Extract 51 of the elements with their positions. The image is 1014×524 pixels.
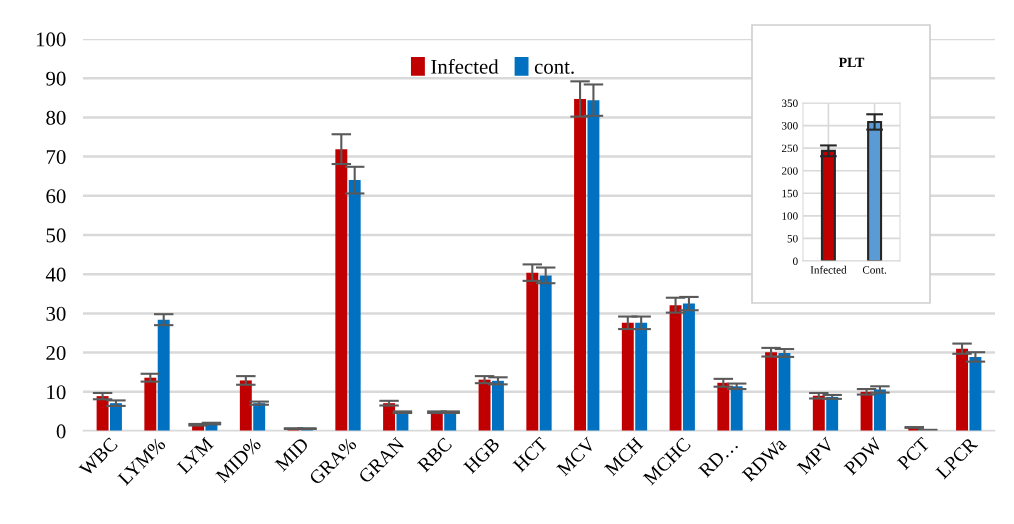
x-tick-label: RD…: [698, 437, 739, 479]
y-tick-label: 100: [36, 32, 66, 47]
bar: [717, 382, 730, 431]
bar: [526, 272, 539, 431]
y-tick-label: 20: [46, 345, 66, 361]
bar: [539, 275, 552, 431]
y-tick-label: 70: [46, 149, 66, 165]
bar: [144, 377, 157, 431]
y-tick-label: 80: [46, 110, 66, 125]
bar: [587, 100, 600, 431]
bar: [335, 149, 348, 431]
bar: [348, 180, 361, 431]
chart-title: PLT: [838, 57, 865, 67]
bar: [826, 396, 839, 431]
y-tick-label: 40: [45, 267, 66, 282]
bar: [574, 98, 587, 431]
legend-label: Infected: [431, 58, 499, 74]
bar: [956, 348, 969, 431]
bar: [491, 380, 504, 431]
y-tick-label: 150: [782, 189, 798, 198]
bar: [669, 305, 682, 431]
y-tick-label: 250: [781, 144, 798, 153]
y-tick-label: 60: [46, 189, 66, 204]
y-tick-label: 50: [787, 234, 798, 243]
y-tick-label: 0: [56, 424, 66, 439]
y-tick-label: 350: [782, 99, 798, 107]
bar: [860, 391, 873, 431]
bar: [730, 386, 743, 431]
bar: [621, 322, 634, 431]
y-tick-label: 0: [793, 257, 798, 265]
y-tick-label: 300: [782, 122, 798, 130]
bar: [765, 352, 778, 431]
x-tick-label: PCT: [896, 436, 931, 471]
bar: [157, 319, 170, 431]
bar: [778, 352, 791, 431]
bar: [682, 303, 695, 431]
x-tick-label: Cont.: [862, 266, 887, 274]
x-tick-label: MID: [274, 436, 310, 472]
bar: [635, 322, 648, 431]
bar: [969, 356, 982, 431]
y-tick-label: 30: [46, 306, 66, 321]
y-tick-label: 50: [46, 228, 66, 243]
y-tick-label: 100: [782, 212, 798, 220]
y-tick-label: 200: [781, 167, 798, 175]
bar: [239, 380, 252, 431]
y-tick-label: 90: [46, 71, 66, 86]
bar: [253, 403, 266, 431]
bar: [873, 389, 886, 431]
y-tick-label: 10: [47, 385, 66, 400]
legend-label: cont.: [534, 61, 574, 74]
bar: [478, 379, 491, 431]
